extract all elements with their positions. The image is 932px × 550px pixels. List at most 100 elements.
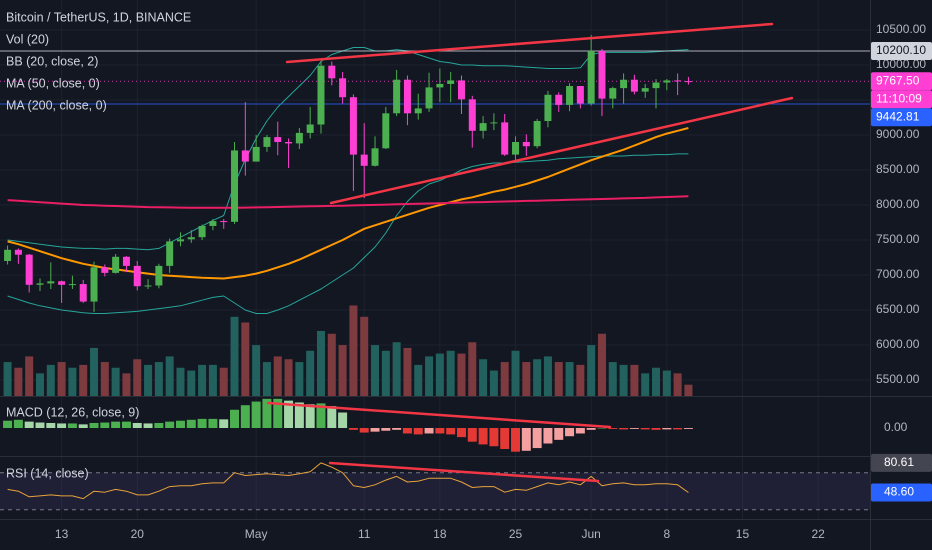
candle-body bbox=[630, 79, 638, 92]
candle-body bbox=[25, 254, 33, 285]
legend-entry: Vol (20) bbox=[6, 32, 49, 46]
x-tick-label: 13 bbox=[55, 527, 69, 541]
volume-bar bbox=[381, 350, 390, 396]
legend-entry: BB (20, close, 2) bbox=[6, 54, 98, 68]
macd-bar bbox=[327, 406, 337, 429]
macd-bar bbox=[251, 401, 261, 429]
legend-entry: MA (200, close, 0) bbox=[6, 98, 107, 112]
macd-bar bbox=[46, 422, 56, 429]
macd-bar bbox=[111, 421, 121, 429]
volume-bar bbox=[511, 350, 520, 396]
rsi-pane bbox=[0, 462, 870, 511]
macd-bar bbox=[478, 428, 488, 445]
volume-bar bbox=[630, 364, 639, 396]
macd-bar bbox=[154, 422, 164, 429]
volume-bar bbox=[187, 370, 196, 396]
candle-body bbox=[36, 283, 44, 285]
candle-body bbox=[4, 249, 12, 261]
price-pane bbox=[0, 34, 870, 396]
volume-bar bbox=[208, 364, 217, 396]
rsi-line bbox=[7, 462, 689, 500]
candle-body bbox=[598, 51, 606, 99]
candle-body bbox=[68, 284, 76, 286]
price-tag-label: 9442.81 bbox=[876, 109, 920, 123]
macd-bar bbox=[554, 428, 564, 440]
volume-bar bbox=[3, 362, 12, 396]
macd-bar bbox=[575, 428, 585, 434]
volume-bar bbox=[673, 373, 682, 396]
volume-bar bbox=[554, 362, 563, 396]
candle-body bbox=[479, 123, 487, 131]
volume-bar bbox=[198, 364, 207, 396]
candle-body bbox=[382, 113, 390, 149]
legend-entry: MA (50, close, 0) bbox=[6, 76, 100, 90]
macd-bar bbox=[316, 403, 326, 429]
macd-bar bbox=[121, 421, 131, 429]
candle-body bbox=[414, 108, 422, 114]
macd-bar bbox=[381, 428, 391, 431]
volume-bar bbox=[316, 330, 325, 396]
candle-body bbox=[371, 148, 379, 166]
axes: 13 20 May 11 18 25 Jun 8 15 22 5500.00 6000.00 6500.… bbox=[55, 22, 932, 541]
macd-bar bbox=[24, 421, 34, 429]
x-tick-label: 15 bbox=[736, 527, 750, 541]
price-tag-label: 10200.10 bbox=[876, 43, 926, 57]
volume-bar bbox=[619, 364, 628, 396]
volume-bar bbox=[641, 373, 650, 396]
candle-body bbox=[101, 267, 109, 273]
candle-body bbox=[512, 142, 520, 155]
price-tag bbox=[871, 42, 932, 61]
volume-bar bbox=[273, 356, 282, 396]
candle-body bbox=[241, 150, 249, 162]
candle-body bbox=[447, 80, 455, 84]
candle-body bbox=[274, 137, 282, 143]
candle-body bbox=[133, 265, 141, 287]
volume-bar bbox=[435, 353, 444, 396]
y-tick-label: 8500.00 bbox=[876, 162, 920, 176]
volume-bar bbox=[338, 345, 347, 396]
volume-bar bbox=[327, 333, 336, 396]
candle-body bbox=[263, 137, 271, 147]
candle-body bbox=[176, 239, 184, 242]
y-tick-label: 9000.00 bbox=[876, 127, 920, 141]
macd-bar bbox=[3, 420, 13, 429]
candle-body bbox=[349, 97, 357, 155]
y-tick-label: 10500.00 bbox=[876, 22, 926, 36]
candle-body bbox=[360, 154, 368, 166]
macd-bar bbox=[219, 419, 229, 429]
moving-average bbox=[7, 127, 689, 280]
volume-bar bbox=[489, 370, 498, 396]
volume-bar bbox=[144, 364, 153, 396]
volume-bar bbox=[165, 356, 174, 396]
macd-bar bbox=[294, 402, 304, 429]
rsi-tag bbox=[871, 483, 932, 502]
y-tick-label: 6500.00 bbox=[876, 302, 920, 316]
legend-entry: RSI (14, close) bbox=[6, 466, 89, 480]
volume-bar bbox=[468, 342, 477, 396]
macd-bar bbox=[597, 428, 607, 429]
macd-bar bbox=[348, 428, 358, 430]
macd-bar bbox=[446, 428, 456, 435]
candle-body bbox=[576, 86, 584, 104]
y-tick-label: 8000.00 bbox=[876, 197, 920, 211]
macd-bar bbox=[35, 422, 45, 429]
volume-bar bbox=[576, 364, 585, 396]
macd-bar bbox=[619, 428, 629, 430]
x-tick-label: 22 bbox=[811, 527, 825, 541]
volume-bar bbox=[25, 356, 34, 396]
macd-bar bbox=[392, 428, 402, 430]
macd-bar bbox=[586, 428, 596, 430]
y-tick-label: 6000.00 bbox=[876, 337, 920, 351]
volume-bar bbox=[306, 350, 315, 396]
trend-lines bbox=[266, 22, 794, 483]
candle-body bbox=[285, 142, 293, 144]
trend-line bbox=[285, 22, 774, 64]
macd-bar bbox=[67, 423, 77, 429]
candle-body bbox=[14, 249, 22, 255]
volume-bar bbox=[533, 359, 542, 396]
macd-bar bbox=[640, 428, 650, 430]
volume-bar bbox=[349, 305, 358, 396]
volume-bar bbox=[500, 362, 509, 396]
candle-body bbox=[587, 51, 595, 104]
